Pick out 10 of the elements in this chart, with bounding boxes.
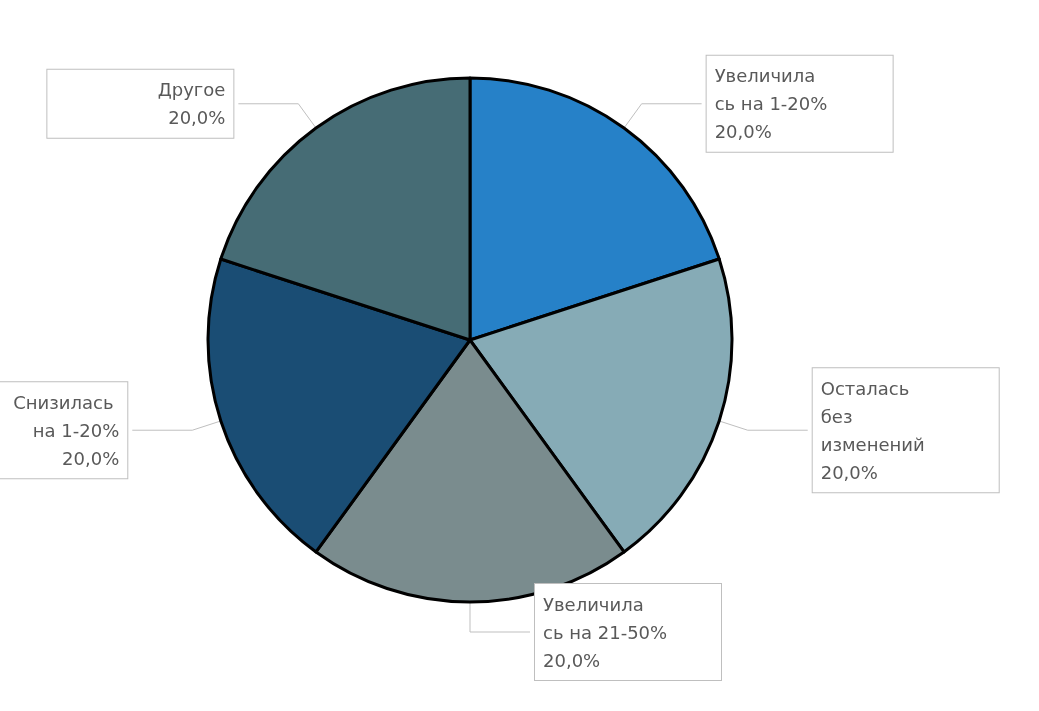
data-label: 20,0% bbox=[543, 649, 601, 671]
slice-label: Другое bbox=[157, 79, 226, 101]
data-label: 20,0% bbox=[168, 107, 226, 129]
data-label: 20,0% bbox=[820, 461, 878, 483]
slice-label: Увеличилась на 21-50% bbox=[543, 593, 668, 643]
slice-label: Снизилась на 1-20% bbox=[13, 391, 120, 441]
data-label: 20,0% bbox=[62, 447, 120, 469]
slice-label: Осталась без изменений bbox=[820, 377, 925, 455]
data-label: 20,0% bbox=[714, 121, 772, 143]
slice-label: Увеличилась на 1-20% bbox=[714, 65, 828, 115]
